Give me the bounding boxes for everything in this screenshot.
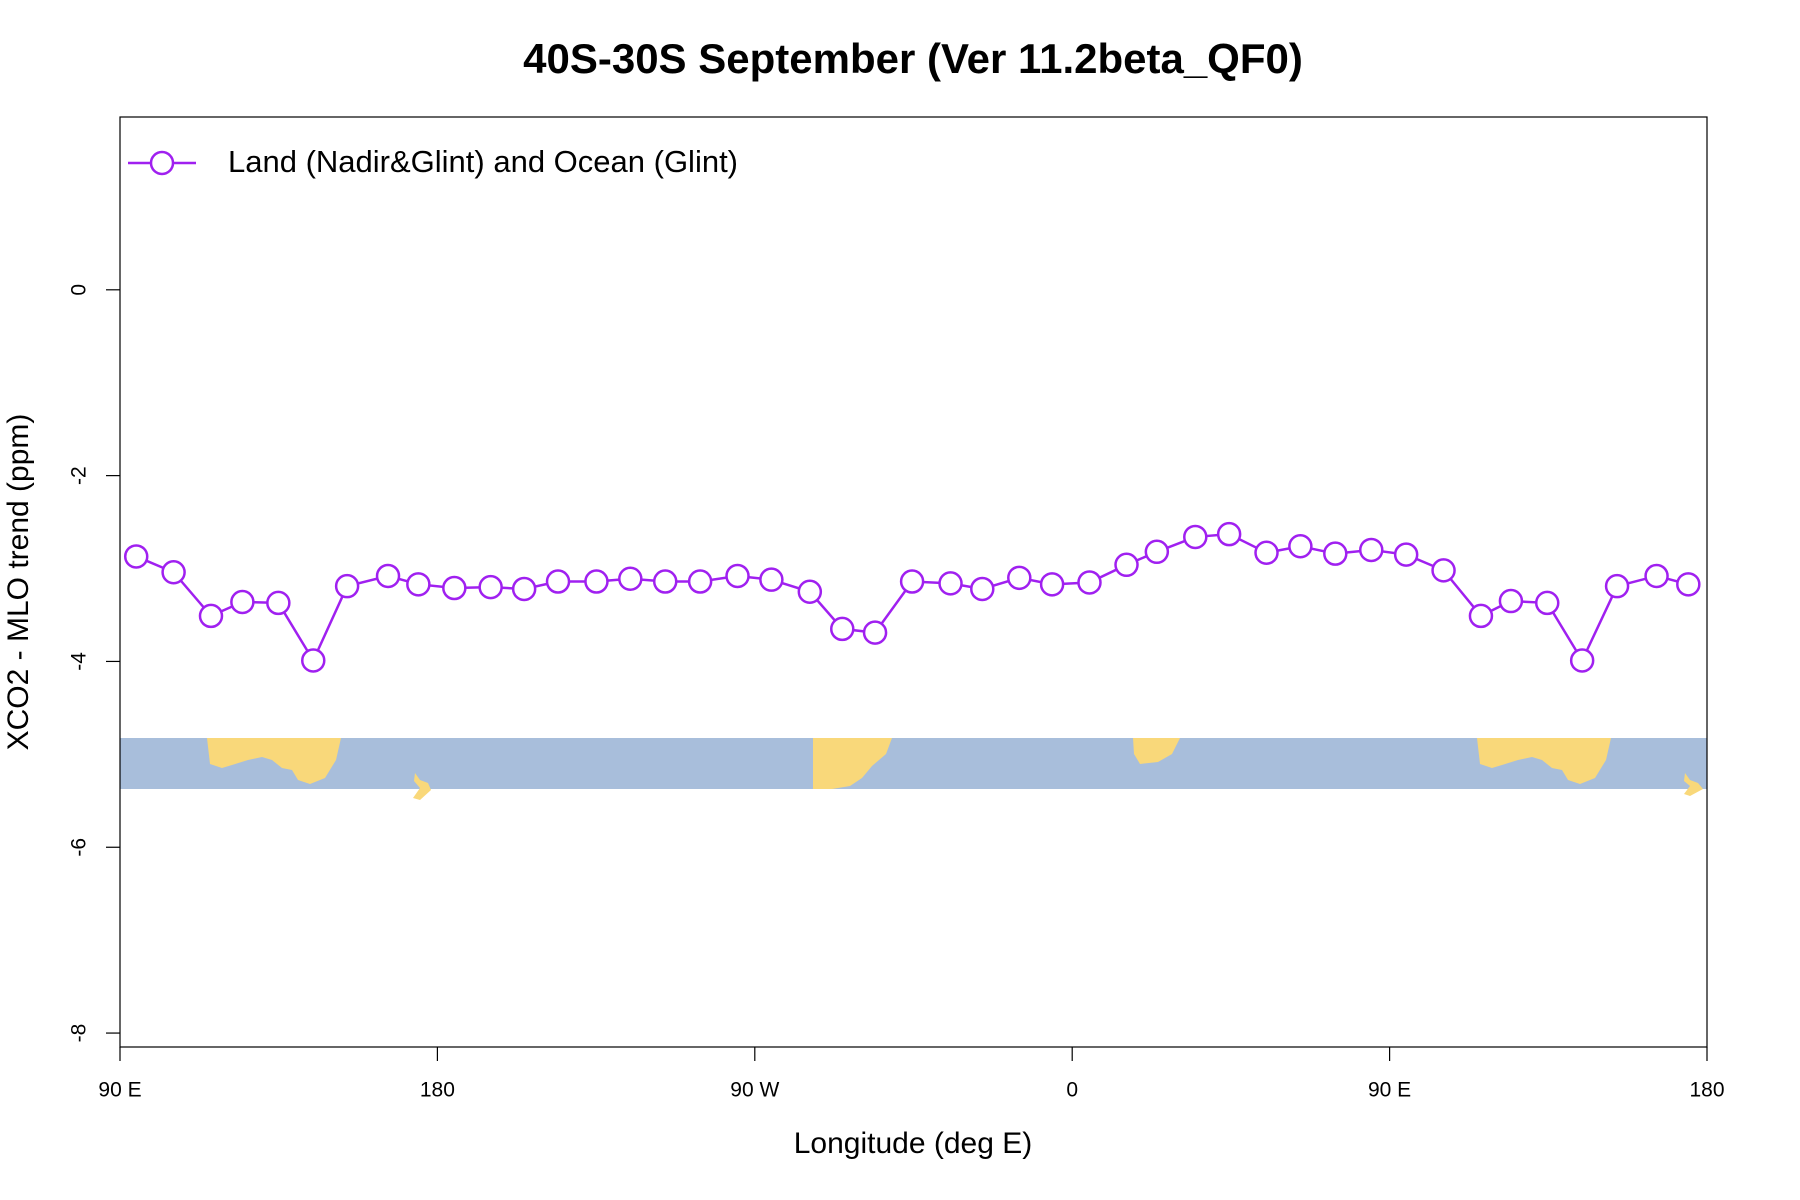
data-point — [545, 569, 571, 594]
data-point — [198, 603, 224, 629]
legend-label: Land (Nadir&Glint) and Ocean (Glint) — [228, 144, 738, 179]
data-point — [1039, 572, 1065, 597]
data-point — [1323, 541, 1348, 566]
x-tick-label: 0 — [1066, 1079, 1078, 1102]
data-point — [652, 569, 678, 594]
y-tick-label: -4 — [68, 652, 91, 671]
land — [207, 738, 341, 784]
y-axis-label: XCO2 - MLO trend (ppm) — [2, 414, 35, 751]
ocean — [120, 738, 1707, 789]
data-point — [1007, 565, 1032, 591]
data-point — [725, 563, 750, 589]
data-point — [1393, 542, 1419, 567]
data-point — [161, 559, 186, 585]
data-point — [899, 569, 925, 594]
x-axis-label: Longitude (deg E) — [794, 1127, 1033, 1160]
land — [1133, 738, 1180, 764]
data-point — [938, 571, 963, 596]
data-point — [1114, 552, 1139, 578]
data-point — [584, 569, 609, 594]
data-point — [1077, 570, 1102, 595]
data-point — [687, 569, 713, 594]
x-tick-label: 90 W — [730, 1079, 779, 1102]
land — [813, 738, 892, 789]
data-point — [797, 579, 823, 605]
data-point — [1604, 573, 1630, 599]
y-tick-label: -6 — [68, 838, 91, 857]
data-point — [1288, 533, 1313, 559]
data-point — [970, 576, 995, 602]
data-point — [1216, 521, 1242, 547]
data-point — [1254, 540, 1279, 565]
y-tick-label: 0 — [68, 284, 91, 296]
chart-title: 40S-30S September (Ver 11.2beta_QF0) — [523, 35, 1303, 82]
data-point — [406, 572, 431, 597]
land — [413, 773, 431, 800]
data-point — [1183, 524, 1208, 550]
x-tick-label: 90 E — [98, 1079, 141, 1102]
data-point — [1359, 537, 1384, 563]
data-point — [830, 616, 855, 642]
data-point — [123, 544, 149, 569]
y-tick-label: -2 — [68, 466, 91, 485]
data-point — [478, 574, 503, 600]
data-point — [759, 567, 784, 592]
x-tick-label: 180 — [420, 1079, 455, 1102]
y-tick-label: -8 — [68, 1024, 91, 1043]
land — [1477, 738, 1611, 784]
data-point — [862, 620, 888, 645]
plot-frame — [119, 116, 1708, 1048]
data-point — [375, 563, 401, 589]
land — [1684, 773, 1703, 796]
data-point — [442, 575, 467, 601]
data-point — [1431, 558, 1456, 583]
data-point — [618, 566, 643, 591]
data-point — [1498, 588, 1524, 614]
data-point — [1569, 648, 1595, 673]
data-point — [266, 590, 291, 616]
data-point — [1644, 563, 1669, 589]
data-point — [1468, 603, 1494, 629]
data-point — [511, 576, 537, 602]
data-point — [230, 589, 255, 615]
data-point — [334, 573, 360, 599]
data-point — [301, 648, 326, 673]
map-band — [120, 738, 1707, 800]
data-point — [1144, 539, 1170, 565]
legend-marker — [149, 150, 175, 176]
data-point — [1534, 590, 1560, 616]
data-point — [1676, 572, 1701, 597]
x-tick-label: 180 — [1689, 1079, 1724, 1102]
x-tick-label: 90 E — [1368, 1079, 1411, 1102]
